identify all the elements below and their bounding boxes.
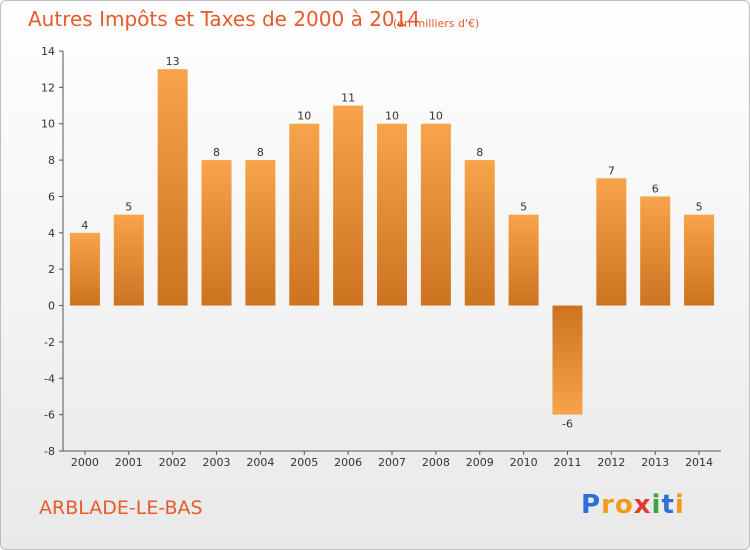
y-tick-label: 12	[41, 81, 55, 94]
proxiti-logo: Proxiti	[581, 490, 685, 520]
chart-axes	[59, 50, 721, 455]
bar-2010	[508, 214, 539, 306]
value-label-2013: 6	[652, 182, 659, 195]
bar-2008	[420, 123, 451, 306]
y-tick-label: -2	[44, 336, 55, 349]
value-label-2001: 5	[125, 201, 132, 214]
logo-letter: P	[581, 490, 602, 520]
x-tick-label-2008: 2008	[422, 456, 450, 469]
bar-2005	[289, 123, 320, 306]
x-tick-label-2009: 2009	[466, 456, 494, 469]
value-label-2000: 4	[81, 219, 88, 232]
bar-2002	[157, 69, 188, 306]
x-tick-label-2004: 2004	[246, 456, 274, 469]
chart-bars	[69, 69, 715, 415]
x-tick-label-2003: 2003	[203, 456, 231, 469]
y-tick-label: 2	[48, 263, 55, 276]
chart-title: Autres Impôts et Taxes de 2000 à 2014	[28, 7, 421, 31]
y-tick-label: -6	[44, 409, 55, 422]
logo-letter: o	[614, 490, 634, 520]
chart-subtitle: (en milliers d'€)	[393, 17, 480, 30]
value-label-2004: 8	[257, 146, 264, 159]
bar-2001	[113, 214, 144, 306]
x-tick-label-2002: 2002	[159, 456, 187, 469]
value-label-2008: 10	[429, 110, 443, 123]
logo-letter: i	[651, 490, 662, 520]
bar-2006	[333, 105, 364, 306]
bar-2000	[69, 232, 100, 306]
y-tick-label: 6	[48, 190, 55, 203]
logo-letter: i	[674, 490, 685, 520]
x-tick-label-2006: 2006	[334, 456, 362, 469]
value-label-2012: 7	[608, 164, 615, 177]
bar-2014	[684, 214, 715, 306]
value-label-2003: 8	[213, 146, 220, 159]
bar-2003	[201, 160, 232, 306]
y-tick-label: 4	[48, 227, 55, 240]
x-tick-label-2014: 2014	[685, 456, 713, 469]
y-tick-label: 14	[41, 45, 55, 58]
value-label-2006: 11	[341, 92, 355, 105]
chart-labels: -8 -6 -4 -2 0 2 4 6 8 10 12 14 2000 4 2001 5 2002 13 2003 8…	[41, 45, 713, 469]
y-tick-label: -4	[44, 372, 55, 385]
value-label-2011: -6	[562, 418, 573, 431]
logo-letter: r	[601, 490, 615, 520]
value-label-2005: 10	[297, 110, 311, 123]
value-label-2009: 8	[476, 146, 483, 159]
y-tick-label: 0	[48, 300, 55, 313]
value-label-2010: 5	[520, 201, 527, 214]
value-label-2002: 13	[166, 55, 180, 68]
bar-2013	[640, 196, 671, 306]
bar-2007	[377, 123, 407, 306]
commune-name: ARBLADE-LE-BAS	[39, 497, 203, 519]
bar-2009	[464, 160, 495, 306]
x-tick-label-2010: 2010	[510, 456, 538, 469]
x-tick-label-2005: 2005	[290, 456, 318, 469]
y-tick-label: 8	[48, 154, 55, 167]
x-tick-label-2001: 2001	[115, 456, 143, 469]
bar-2011	[552, 305, 583, 415]
bar-2004	[245, 160, 276, 306]
x-tick-label-2012: 2012	[597, 456, 625, 469]
x-tick-label-2000: 2000	[71, 456, 99, 469]
bar-2012	[596, 178, 627, 306]
value-label-2014: 5	[696, 201, 703, 214]
x-tick-label-2011: 2011	[553, 456, 581, 469]
logo-letter: x	[633, 490, 652, 520]
y-tick-label: 10	[41, 118, 55, 131]
y-tick-label: -8	[44, 445, 55, 458]
value-label-2007: 10	[385, 110, 399, 123]
logo-letter: t	[661, 490, 675, 520]
x-tick-label-2007: 2007	[378, 456, 406, 469]
x-tick-label-2013: 2013	[641, 456, 669, 469]
